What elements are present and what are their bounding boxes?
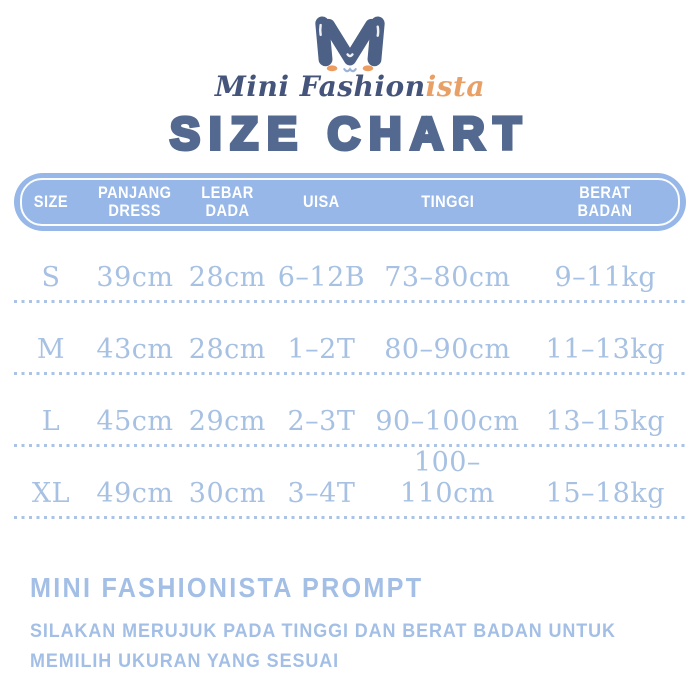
cell-tinggi: 100–110cm — [400, 446, 495, 509]
cell-berat-badan: 11–13kg — [545, 333, 665, 365]
cell-uisa: 2–3T — [287, 405, 356, 437]
column-header-berat-badan: BERAT BADAN — [577, 182, 633, 220]
brand-name: Mini Fashionista — [215, 72, 485, 101]
cell-tinggi: 90–100cm — [375, 405, 520, 437]
brand-header: Mini Fashionista — [0, 0, 700, 101]
cell-lebar-dada: 29cm — [188, 405, 266, 437]
column-header-tinggi: TINGGI — [420, 191, 474, 211]
cell-size: S — [41, 261, 61, 293]
cell-panjang-dress: 39cm — [96, 261, 174, 293]
cell-size: XL — [31, 477, 71, 509]
bunny-m-logo-icon — [315, 16, 385, 73]
column-header-panjang-dress: PANJANG DRESS — [98, 182, 172, 220]
cell-size: L — [41, 405, 61, 437]
table-header-row: SIZE PANJANG DRESS LEBAR DADA UISA TINGG… — [14, 172, 686, 231]
cell-lebar-dada: 28cm — [188, 333, 266, 365]
table-row-l: L 45cm 29cm 2–3T 90–100cm 13–15kg — [14, 374, 686, 447]
cell-uisa: 6–12B — [277, 261, 366, 293]
cell-tinggi: 73–80cm — [384, 261, 511, 293]
cell-panjang-dress: 49cm — [96, 477, 174, 509]
footer-heading: MINI FASHIONISTA PROMPT — [30, 572, 424, 603]
table-row-xl: XL 49cm 30cm 3–4T 100–110cm 15–18kg — [14, 446, 686, 519]
footer-section: MINI FASHIONISTA PROMPT SILAKAN MERUJUK … — [30, 572, 680, 676]
cell-berat-badan: 9–11kg — [554, 261, 657, 293]
page-title: SIZE CHART — [168, 107, 530, 160]
cell-panjang-dress: 43cm — [96, 333, 174, 365]
cell-tinggi: 80–90cm — [384, 333, 511, 365]
table-row-m: M 43cm 28cm 1–2T 80–90cm 11–13kg — [14, 302, 686, 375]
cell-uisa: 3–4T — [287, 477, 356, 509]
column-header-lebar-dada: LEBAR DADA — [201, 182, 254, 220]
footer-note: SILAKAN MERUJUK PADA TINGGI DAN BERAT BA… — [30, 620, 616, 673]
brand-name-accent: ista — [425, 70, 486, 103]
brand-name-primary: Mini Fashion — [214, 70, 426, 103]
cell-size: M — [36, 333, 66, 365]
cell-lebar-dada: 30cm — [188, 477, 266, 509]
column-header-uisa: UISA — [303, 191, 340, 211]
cell-berat-badan: 15–18kg — [545, 477, 665, 509]
cell-lebar-dada: 28cm — [188, 261, 266, 293]
cell-uisa: 1–2T — [287, 333, 356, 365]
cell-berat-badan: 13–15kg — [545, 405, 665, 437]
cell-panjang-dress: 45cm — [96, 405, 174, 437]
size-chart-table: SIZE PANJANG DRESS LEBAR DADA UISA TINGG… — [14, 172, 686, 519]
table-row-s: S 39cm 28cm 6–12B 73–80cm 9–11kg — [14, 230, 686, 303]
column-header-size: SIZE — [33, 191, 69, 211]
